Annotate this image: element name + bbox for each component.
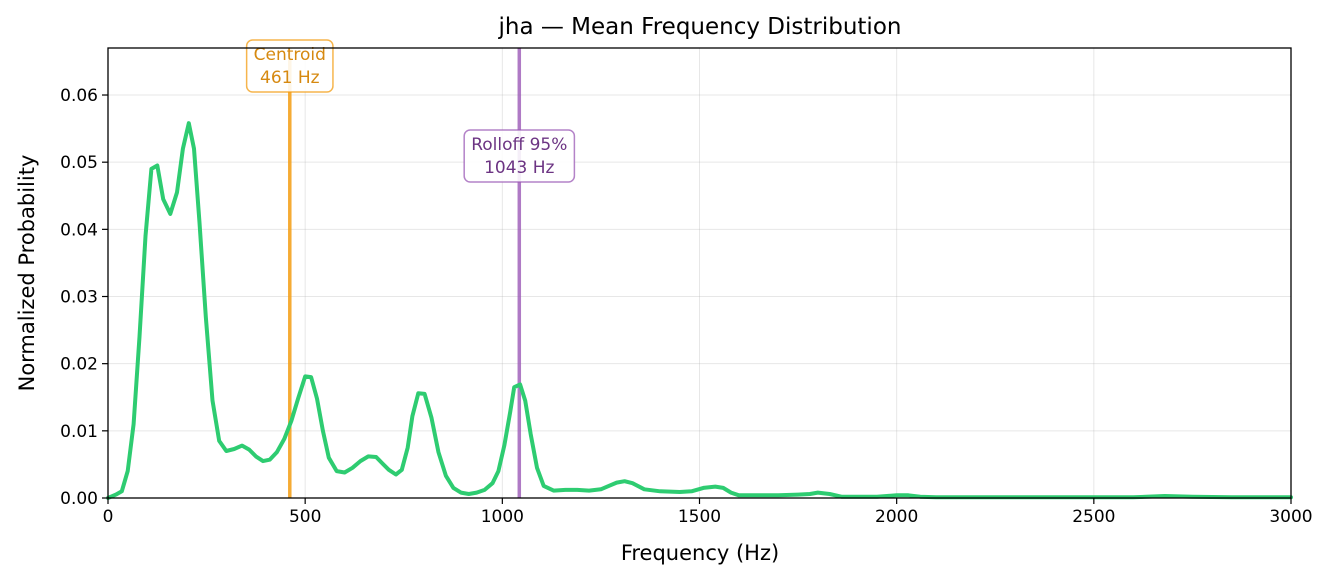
x-axis-label: Frequency (Hz)	[621, 541, 779, 565]
centroid-label-title: Centroid	[254, 45, 326, 65]
x-tick-label: 1000	[481, 507, 524, 527]
rolloff-label-title: Rolloff 95%	[471, 135, 567, 155]
x-tick-label: 0	[103, 507, 114, 527]
x-tick-label: 2000	[875, 507, 918, 527]
y-tick-label: 0.06	[60, 86, 98, 106]
y-tick-label: 0.00	[60, 489, 98, 509]
x-tick-label: 2500	[1072, 507, 1115, 527]
rolloff-label-box: Rolloff 95% 1043 Hz	[463, 129, 576, 183]
grid	[107, 48, 1292, 499]
chart-title: jha — Mean Frequency Distribution	[498, 14, 902, 40]
y-axis-label: Normalized Probability	[15, 155, 39, 392]
x-tick-label: 1500	[678, 507, 721, 527]
series-line	[106, 121, 1293, 500]
rolloff-label-value: 1043 Hz	[484, 158, 554, 178]
y-tick-label: 0.04	[60, 220, 98, 240]
marker-labels: Centroid 461 Hz Rolloff 95% 1043 Hz	[245, 39, 576, 183]
y-axis-ticks: 0.00 0.01 0.02 0.03 0.04 0.05 0.06	[60, 86, 108, 509]
y-tick-label: 0.02	[60, 355, 98, 375]
x-tick-label: 500	[289, 507, 321, 527]
y-tick-label: 0.03	[60, 288, 98, 308]
y-tick-label: 0.05	[60, 153, 98, 173]
x-tick-label: 3000	[1269, 507, 1312, 527]
x-axis-ticks: 0 500 1000 1500 2000 2500 3000	[103, 498, 1313, 527]
y-tick-label: 0.01	[60, 422, 98, 442]
centroid-label-box: Centroid 461 Hz	[245, 39, 334, 93]
centroid-label-value: 461 Hz	[260, 68, 320, 88]
